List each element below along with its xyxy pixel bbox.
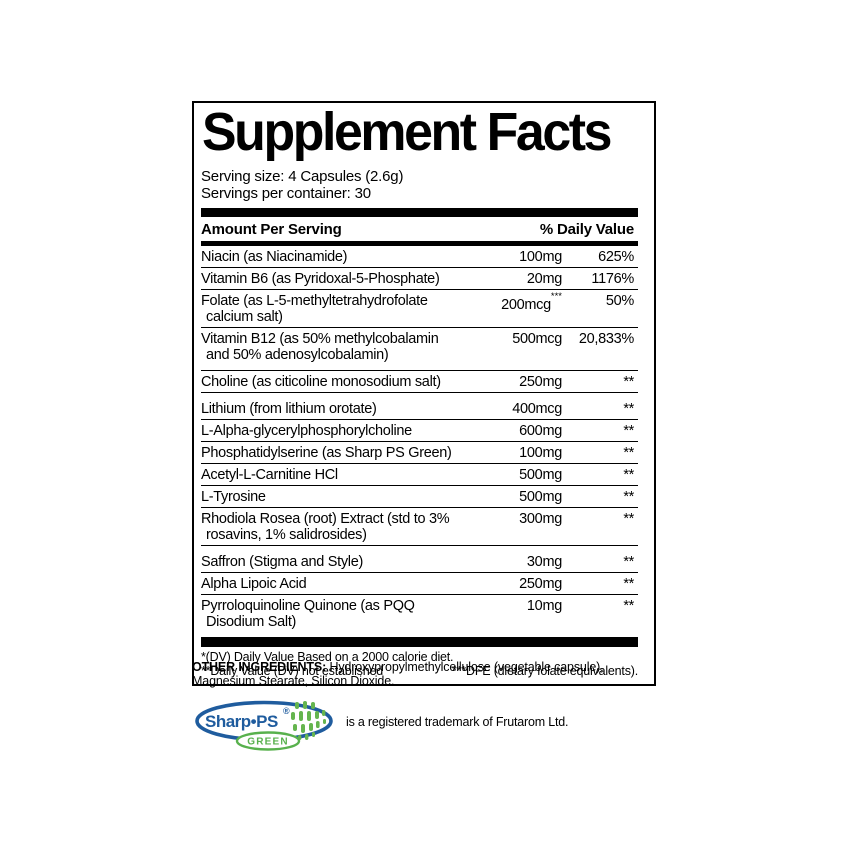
servings-per-container: Servings per container: 30 [201,184,371,202]
table-row: Alpha Lipoic Acid 250mg ** [201,573,638,595]
footnote-row: **Daily Value (DV) not established ***DF… [201,664,638,679]
facts-table-body: Niacin (as Niacinamide) 100mg 625% Vitamin … [201,246,638,635]
footnote-dfe: ***DFE (dietary folate equivalents). [452,664,638,679]
amount-value: 100mg [519,444,562,461]
daily-value: 50% [605,292,634,309]
ingredient-name: Choline (as citicoline monosodium salt) [201,373,441,390]
ingredient-name: L-Alpha-glycerylphosphorylcholine [201,422,412,439]
ingredient-name: Saffron (Stigma and Style) [201,553,363,570]
ingredient-name: Lithium (from lithium orotate) [201,400,377,417]
amount-per-serving-header: Amount Per Serving [201,220,342,238]
table-row: Pyrroloquinoline Quinone (as PQQ Disodium… [201,595,638,635]
column-header-row: Amount Per Serving % Daily Value [201,217,638,241]
daily-value: 20,833% [578,330,634,347]
ingredient-name: Pyrroloquinoline Quinone (as PQQ Disodium… [201,597,415,630]
ingredient-name: Rhodiola Rosea (root) Extract (std to 3%… [201,510,450,543]
table-row: Vitamin B6 (as Pyridoxal-5-Phosphate) 20m… [201,268,638,290]
trademark-row: Sharp•PS ® GREEN is a registered tradema… [194,700,568,752]
divider-medium [201,240,638,246]
sharp-ps-green-logo-icon: Sharp•PS ® GREEN [195,700,333,751]
daily-value: ** [623,400,634,417]
daily-value: ** [623,373,634,390]
daily-value: ** [623,510,634,527]
ingredient-name: Niacin (as Niacinamide) [201,248,348,265]
table-row: L-Alpha-glycerylphosphorylcholine 600mg ** [201,420,638,442]
other-ingredients-text: Hydroxypropylmethylcellulose (vegetable … [192,660,604,688]
amount-value: 500mg [519,466,562,483]
daily-value: ** [623,488,634,505]
table-row: Folate (as L-5-methyltetrahydrofolate cal… [201,290,638,328]
daily-value: 625% [598,248,634,265]
ingredient-name: Acetyl-L-Carnitine HCl [201,466,338,483]
amount-value: 400mcg [512,400,562,417]
amount-value: 500mg [519,488,562,505]
table-row: L-Tyrosine 500mg ** [201,486,638,508]
ingredient-name: Vitamin B6 (as Pyridoxal-5-Phosphate) [201,270,440,287]
logo-variant-label: GREEN [247,737,289,748]
daily-value: 1176% [591,270,634,287]
ingredient-name: Phosphatidylserine (as Sharp PS Green) [201,444,452,461]
amount-value: 600mg [519,422,562,439]
supplement-facts-panel: Supplement Facts Serving size: 4 Capsule… [192,101,656,686]
amount-value: 200mcg*** [501,290,562,313]
table-row: Rhodiola Rosea (root) Extract (std to 3%… [201,508,638,546]
table-row: Acetyl-L-Carnitine HCl 500mg ** [201,464,638,486]
table-row: Phosphatidylserine (as Sharp PS Green) 10… [201,442,638,464]
table-row: Lithium (from lithium orotate) 400mcg ** [201,393,638,420]
divider-thick-top [201,207,638,217]
daily-value: ** [623,553,634,570]
table-row: Niacin (as Niacinamide) 100mg 625% [201,246,638,268]
table-row: Choline (as citicoline monosodium salt) 2… [201,371,638,393]
table-row: Saffron (Stigma and Style) 30mg ** [201,546,638,573]
amount-value: 300mg [519,510,562,527]
other-ingredients: OTHER INGREDIENTS: Hydroxypropylmethylce… [192,660,662,688]
divider-thick-bottom [201,636,638,647]
ingredient-name: Vitamin B12 (as 50% methylcobalamin and 5… [201,330,439,363]
footnote-not-established: **Daily Value (DV) not established [201,664,383,679]
daily-value: ** [623,466,634,483]
ingredient-name: Folate (as L-5-methyltetrahydrofolate cal… [201,292,428,325]
daily-value: ** [623,444,634,461]
amount-value: 20mg [526,270,562,287]
daily-value: ** [623,597,634,614]
footnote-dv: *(DV) Daily Value Based on a 2000 calori… [201,649,454,664]
amount-value: 10mg [526,597,562,614]
logo-wordmark: Sharp•PS [205,712,278,731]
daily-value: ** [623,575,634,592]
amount-value: 100mg [519,248,562,265]
other-ingredients-label: OTHER INGREDIENTS: [192,660,327,674]
amount-value: 500mcg [512,330,562,347]
table-row: Vitamin B12 (as 50% methylcobalamin and 5… [201,328,638,371]
ingredient-name: L-Tyrosine [201,488,266,505]
serving-size: Serving size: 4 Capsules (2.6g) [201,167,404,185]
registered-mark-icon: ® [283,706,290,716]
amount-value: 250mg [519,575,562,592]
amount-value: 250mg [519,373,562,390]
daily-value-header: % Daily Value [539,220,634,238]
trademark-text: is a registered trademark of Frutarom Lt… [346,715,569,729]
amount-value: 30mg [526,553,562,570]
ingredient-name: Alpha Lipoic Acid [201,575,307,592]
daily-value: ** [623,422,634,439]
panel-title: Supplement Facts [202,102,612,162]
